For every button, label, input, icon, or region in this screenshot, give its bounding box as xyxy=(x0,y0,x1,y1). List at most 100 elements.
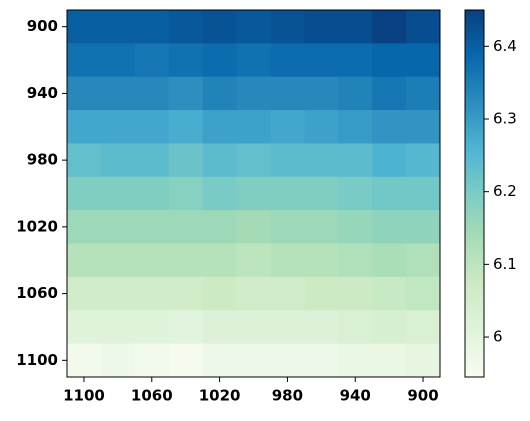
heatmap-cell xyxy=(406,310,441,345)
heatmap-cell xyxy=(372,76,407,111)
heatmap-cell xyxy=(67,10,102,44)
heatmap-cell xyxy=(406,43,441,78)
heatmap-cell xyxy=(168,10,204,44)
heatmap-cell xyxy=(202,343,238,378)
heatmap-cell xyxy=(100,276,136,311)
heatmap-cell xyxy=(67,176,102,211)
heatmap-cell xyxy=(202,276,238,311)
heatmap-cell xyxy=(304,276,339,311)
heatmap-cell xyxy=(168,43,204,78)
colorbar-tick-label: 6.2 xyxy=(493,182,517,200)
heatmap-cell xyxy=(202,76,238,111)
heatmap-cell xyxy=(372,310,407,345)
colorbar-tick-label: 6.1 xyxy=(493,255,517,273)
heatmap-cell xyxy=(338,276,373,311)
heatmap-cell xyxy=(338,176,373,211)
heatmap-cell xyxy=(270,76,305,111)
heatmap-cell xyxy=(236,110,271,144)
y-tick-label: 1060 xyxy=(16,284,58,302)
heatmap-cell xyxy=(270,110,305,144)
colorbar-tick-label: 6 xyxy=(493,328,503,346)
plot-frame xyxy=(66,9,441,378)
heatmap-cell xyxy=(236,76,271,111)
heatmap-cell xyxy=(304,143,339,178)
x-tick-label: 980 xyxy=(272,387,303,405)
y-tick-label: 980 xyxy=(27,151,58,169)
heatmap-cell xyxy=(406,176,441,211)
heatmap-cell xyxy=(338,343,373,378)
heatmap-cell xyxy=(338,310,373,345)
heatmap-cell xyxy=(372,43,407,78)
heatmap-cell xyxy=(406,110,441,144)
heatmap-cell xyxy=(202,176,238,211)
heatmap-cell xyxy=(168,76,204,111)
heatmap-cell xyxy=(406,343,441,378)
heatmap-cell xyxy=(67,76,102,111)
colorbar-tick-label: 6.3 xyxy=(493,110,517,128)
heatmap-cell xyxy=(67,110,102,144)
heatmap-cell xyxy=(338,76,373,111)
heatmap-cell xyxy=(236,343,271,378)
heatmap-cell xyxy=(236,276,271,311)
heatmap-cell xyxy=(270,276,305,311)
x-tick-label: 1100 xyxy=(63,387,105,405)
heatmap-cell xyxy=(168,110,204,144)
heatmap-cell xyxy=(202,143,238,178)
heatmap-cell xyxy=(304,210,339,245)
heatmap-cell xyxy=(270,176,305,211)
heatmap-cell xyxy=(134,276,170,311)
heatmap-cell xyxy=(372,276,407,311)
heatmap-cell xyxy=(168,343,204,378)
heatmap-cell xyxy=(338,243,373,278)
heatmap-cell xyxy=(100,243,136,278)
heatmap-cell xyxy=(202,110,238,144)
heatmap-cell xyxy=(270,310,305,345)
heatmap-cell xyxy=(406,243,441,278)
heatmap-cell xyxy=(168,210,204,245)
x-tick-label: 1060 xyxy=(131,387,173,405)
heatmap-cell xyxy=(67,243,102,278)
heatmap-cell xyxy=(270,10,305,44)
heatmap-cell xyxy=(406,76,441,111)
heatmap-cell xyxy=(304,76,339,111)
heatmap-cell xyxy=(338,110,373,144)
heatmap-cell xyxy=(236,310,271,345)
heatmap-cell xyxy=(338,143,373,178)
heatmap-cell xyxy=(338,210,373,245)
heatmap-cell xyxy=(202,10,238,44)
heatmap-cell xyxy=(134,110,170,144)
heatmap-cell xyxy=(338,43,373,78)
heatmap-cell xyxy=(134,343,170,378)
heatmap-cell xyxy=(100,76,136,111)
heatmap-cell xyxy=(304,343,339,378)
heatmap-cell xyxy=(372,143,407,178)
heatmap-cell xyxy=(270,243,305,278)
heatmap-cell xyxy=(372,243,407,278)
heatmap-cell xyxy=(67,43,102,78)
heatmap-cell xyxy=(202,43,238,78)
heatmap-cell xyxy=(406,210,441,245)
heatmap-cell xyxy=(100,143,136,178)
heatmap-cell xyxy=(304,176,339,211)
heatmap-cell xyxy=(100,43,136,78)
heatmap-cell xyxy=(236,143,271,178)
heatmap-cell xyxy=(304,10,339,44)
heatmap-cell xyxy=(270,43,305,78)
heatmap-cell xyxy=(67,343,102,378)
colorbar xyxy=(464,9,485,378)
x-tick-label: 1020 xyxy=(199,387,241,405)
heatmap-cell xyxy=(202,310,238,345)
heatmap-cell xyxy=(100,176,136,211)
heatmap-cell xyxy=(168,243,204,278)
heatmap-cell xyxy=(67,310,102,345)
heatmap-cell xyxy=(304,43,339,78)
heatmap-cell xyxy=(372,110,407,144)
heatmap-cell xyxy=(202,210,238,245)
heatmap-cell xyxy=(168,176,204,211)
heatmap-cell xyxy=(67,276,102,311)
heatmap-cell xyxy=(372,10,407,44)
heatmap-cell xyxy=(372,176,407,211)
heatmap-cell xyxy=(67,143,102,178)
heatmap-cell xyxy=(100,310,136,345)
